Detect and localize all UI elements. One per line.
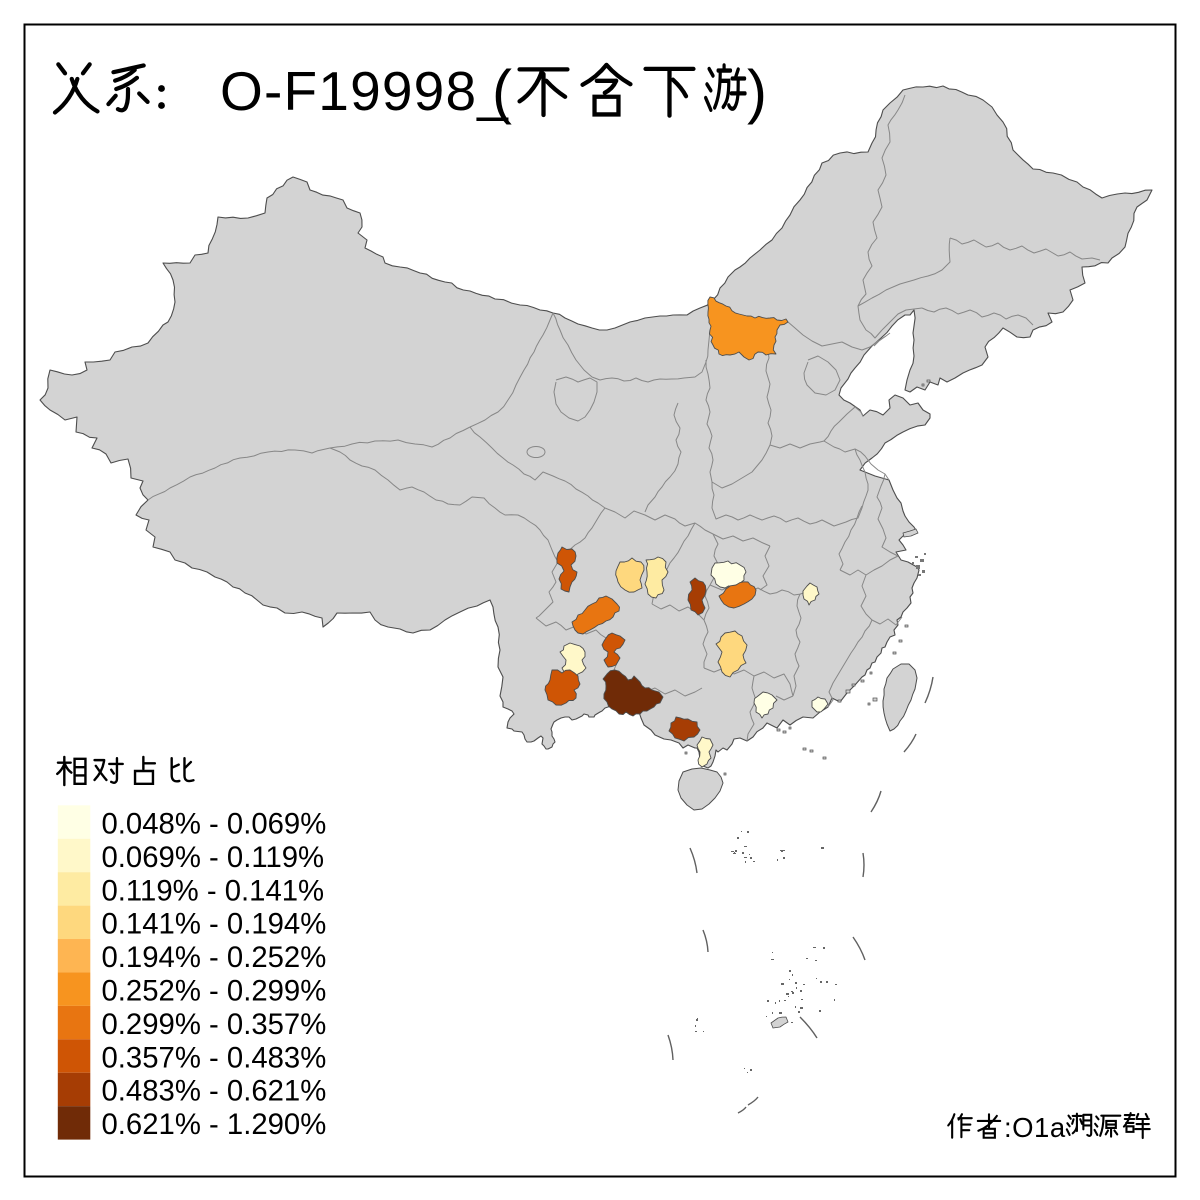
svg-text:0.483% - 0.621%: 0.483% - 0.621% [102, 1075, 327, 1108]
svg-text:0.048% - 0.069%: 0.048% - 0.069% [102, 808, 327, 841]
svg-text:0.141% - 0.194%: 0.141% - 0.194% [102, 908, 327, 941]
svg-text:0.621% - 1.290%: 0.621% - 1.290% [102, 1108, 327, 1141]
svg-text:0.119% - 0.141%: 0.119% - 0.141% [102, 874, 325, 907]
svg-text:O-F19998_: O-F19998_ [220, 60, 509, 122]
svg-text:0.299% - 0.357%: 0.299% - 0.357% [102, 1008, 327, 1041]
svg-text:0.252% - 0.299%: 0.252% - 0.299% [102, 975, 327, 1008]
svg-text:0.194% - 0.252%: 0.194% - 0.252% [102, 941, 327, 974]
svg-text::O1a: :O1a [1004, 1112, 1066, 1143]
svg-text:0.357% - 0.483%: 0.357% - 0.483% [102, 1041, 327, 1074]
svg-text:(: ( [492, 58, 512, 125]
svg-text:): ) [747, 58, 767, 125]
svg-text:0.069% - 0.119%: 0.069% - 0.119% [102, 841, 325, 874]
